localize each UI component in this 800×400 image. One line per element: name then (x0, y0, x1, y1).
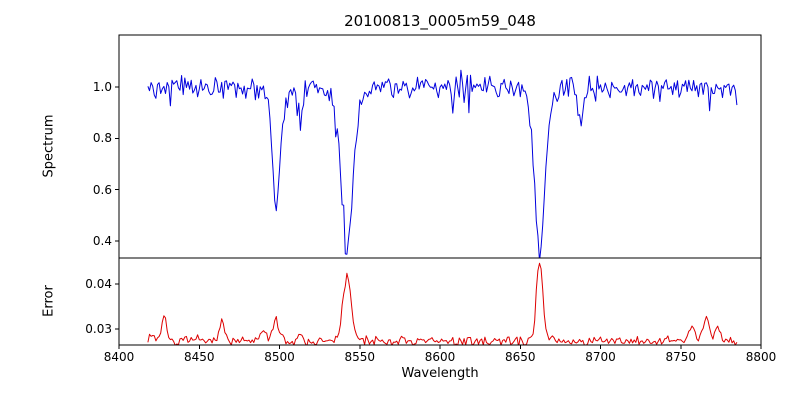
plot-title: 20100813_0005m59_048 (344, 12, 536, 30)
x-tick-label: 8450 (183, 350, 215, 364)
spectrum-line (147, 69, 738, 258)
spectrum-panel-frame (118, 34, 762, 259)
x-tick-label: 8400 (103, 350, 135, 364)
spectrum-y-tick-label: 0.4 (92, 234, 112, 249)
error-y-tick-label: 0.03 (85, 321, 112, 336)
error-y-tick-label: 0.04 (85, 277, 112, 291)
x-tick-label: 8650 (504, 350, 536, 364)
error-line (147, 262, 738, 345)
x-tick-label: 8700 (585, 350, 616, 364)
x-tick-label: 8600 (424, 350, 456, 364)
error-panel-frame (118, 257, 762, 346)
spectrum-y-tick-label: 0.8 (92, 131, 112, 146)
x-tick-label: 8550 (344, 350, 376, 364)
spectrum-y-tick-label: 0.6 (92, 182, 112, 197)
x-tick-label: 8800 (745, 350, 777, 364)
x-axis-label: Wavelength (401, 366, 479, 381)
spectrum-y-tick-label: 1.0 (92, 79, 112, 94)
x-tick-label: 8750 (665, 350, 697, 364)
x-tick-label: 8500 (264, 350, 295, 364)
